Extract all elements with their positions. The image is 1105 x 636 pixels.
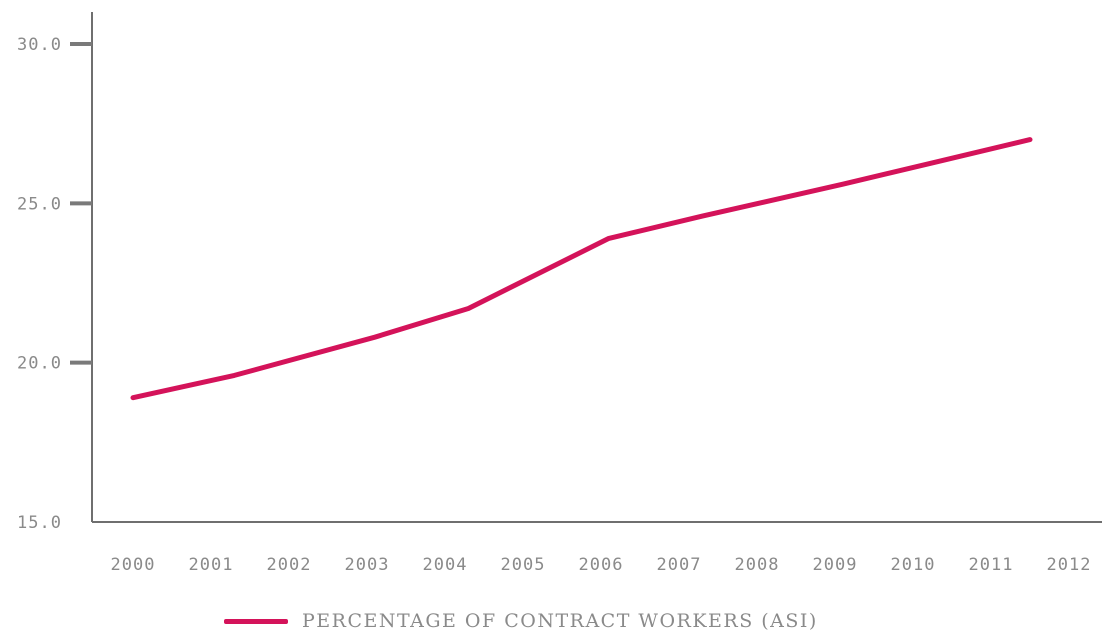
y-tick-labels: 15.0 20.0 25.0 30.0 bbox=[17, 35, 62, 533]
line-chart: 15.020.025.030.0 2000 2001 2002 2003 2004 200… bbox=[17, 12, 1102, 575]
series-lines bbox=[130, 137, 1033, 401]
x-tick-label: 2000 bbox=[111, 555, 156, 575]
legend: PERCENTAGE OF CONTRACT WORKERS (ASI) bbox=[224, 606, 818, 636]
x-tick-label: 2004 bbox=[423, 555, 468, 575]
x-tick-label: 2012 bbox=[1047, 555, 1092, 575]
x-tick-label: 2011 bbox=[969, 555, 1014, 575]
y-tick-label: 15.0 bbox=[17, 513, 62, 533]
x-tick-label: 2008 bbox=[735, 555, 780, 575]
y-ticks bbox=[70, 42, 92, 365]
y-tick-label: 20.0 bbox=[17, 354, 62, 374]
x-tick-label: 2009 bbox=[813, 555, 858, 575]
legend-label: PERCENTAGE OF CONTRACT WORKERS (ASI) bbox=[302, 610, 818, 632]
x-tick-label: 2007 bbox=[657, 555, 702, 575]
x-tick-labels: 2000 2001 2002 2003 2004 2005 2006 2007 2008 2009… bbox=[111, 555, 1092, 575]
series-line bbox=[130, 137, 1033, 401]
x-tick-label: 2001 bbox=[189, 555, 234, 575]
y-tick-label: 30.0 bbox=[17, 35, 62, 55]
legend-swatch bbox=[224, 618, 288, 624]
x-tick-label: 2002 bbox=[267, 555, 312, 575]
x-tick-label: 2003 bbox=[345, 555, 390, 575]
x-tick-label: 2010 bbox=[891, 555, 936, 575]
x-tick-label: 2006 bbox=[579, 555, 624, 575]
x-tick-label: 2005 bbox=[501, 555, 546, 575]
y-tick-label: 25.0 bbox=[17, 194, 62, 214]
axes bbox=[91, 12, 1102, 523]
